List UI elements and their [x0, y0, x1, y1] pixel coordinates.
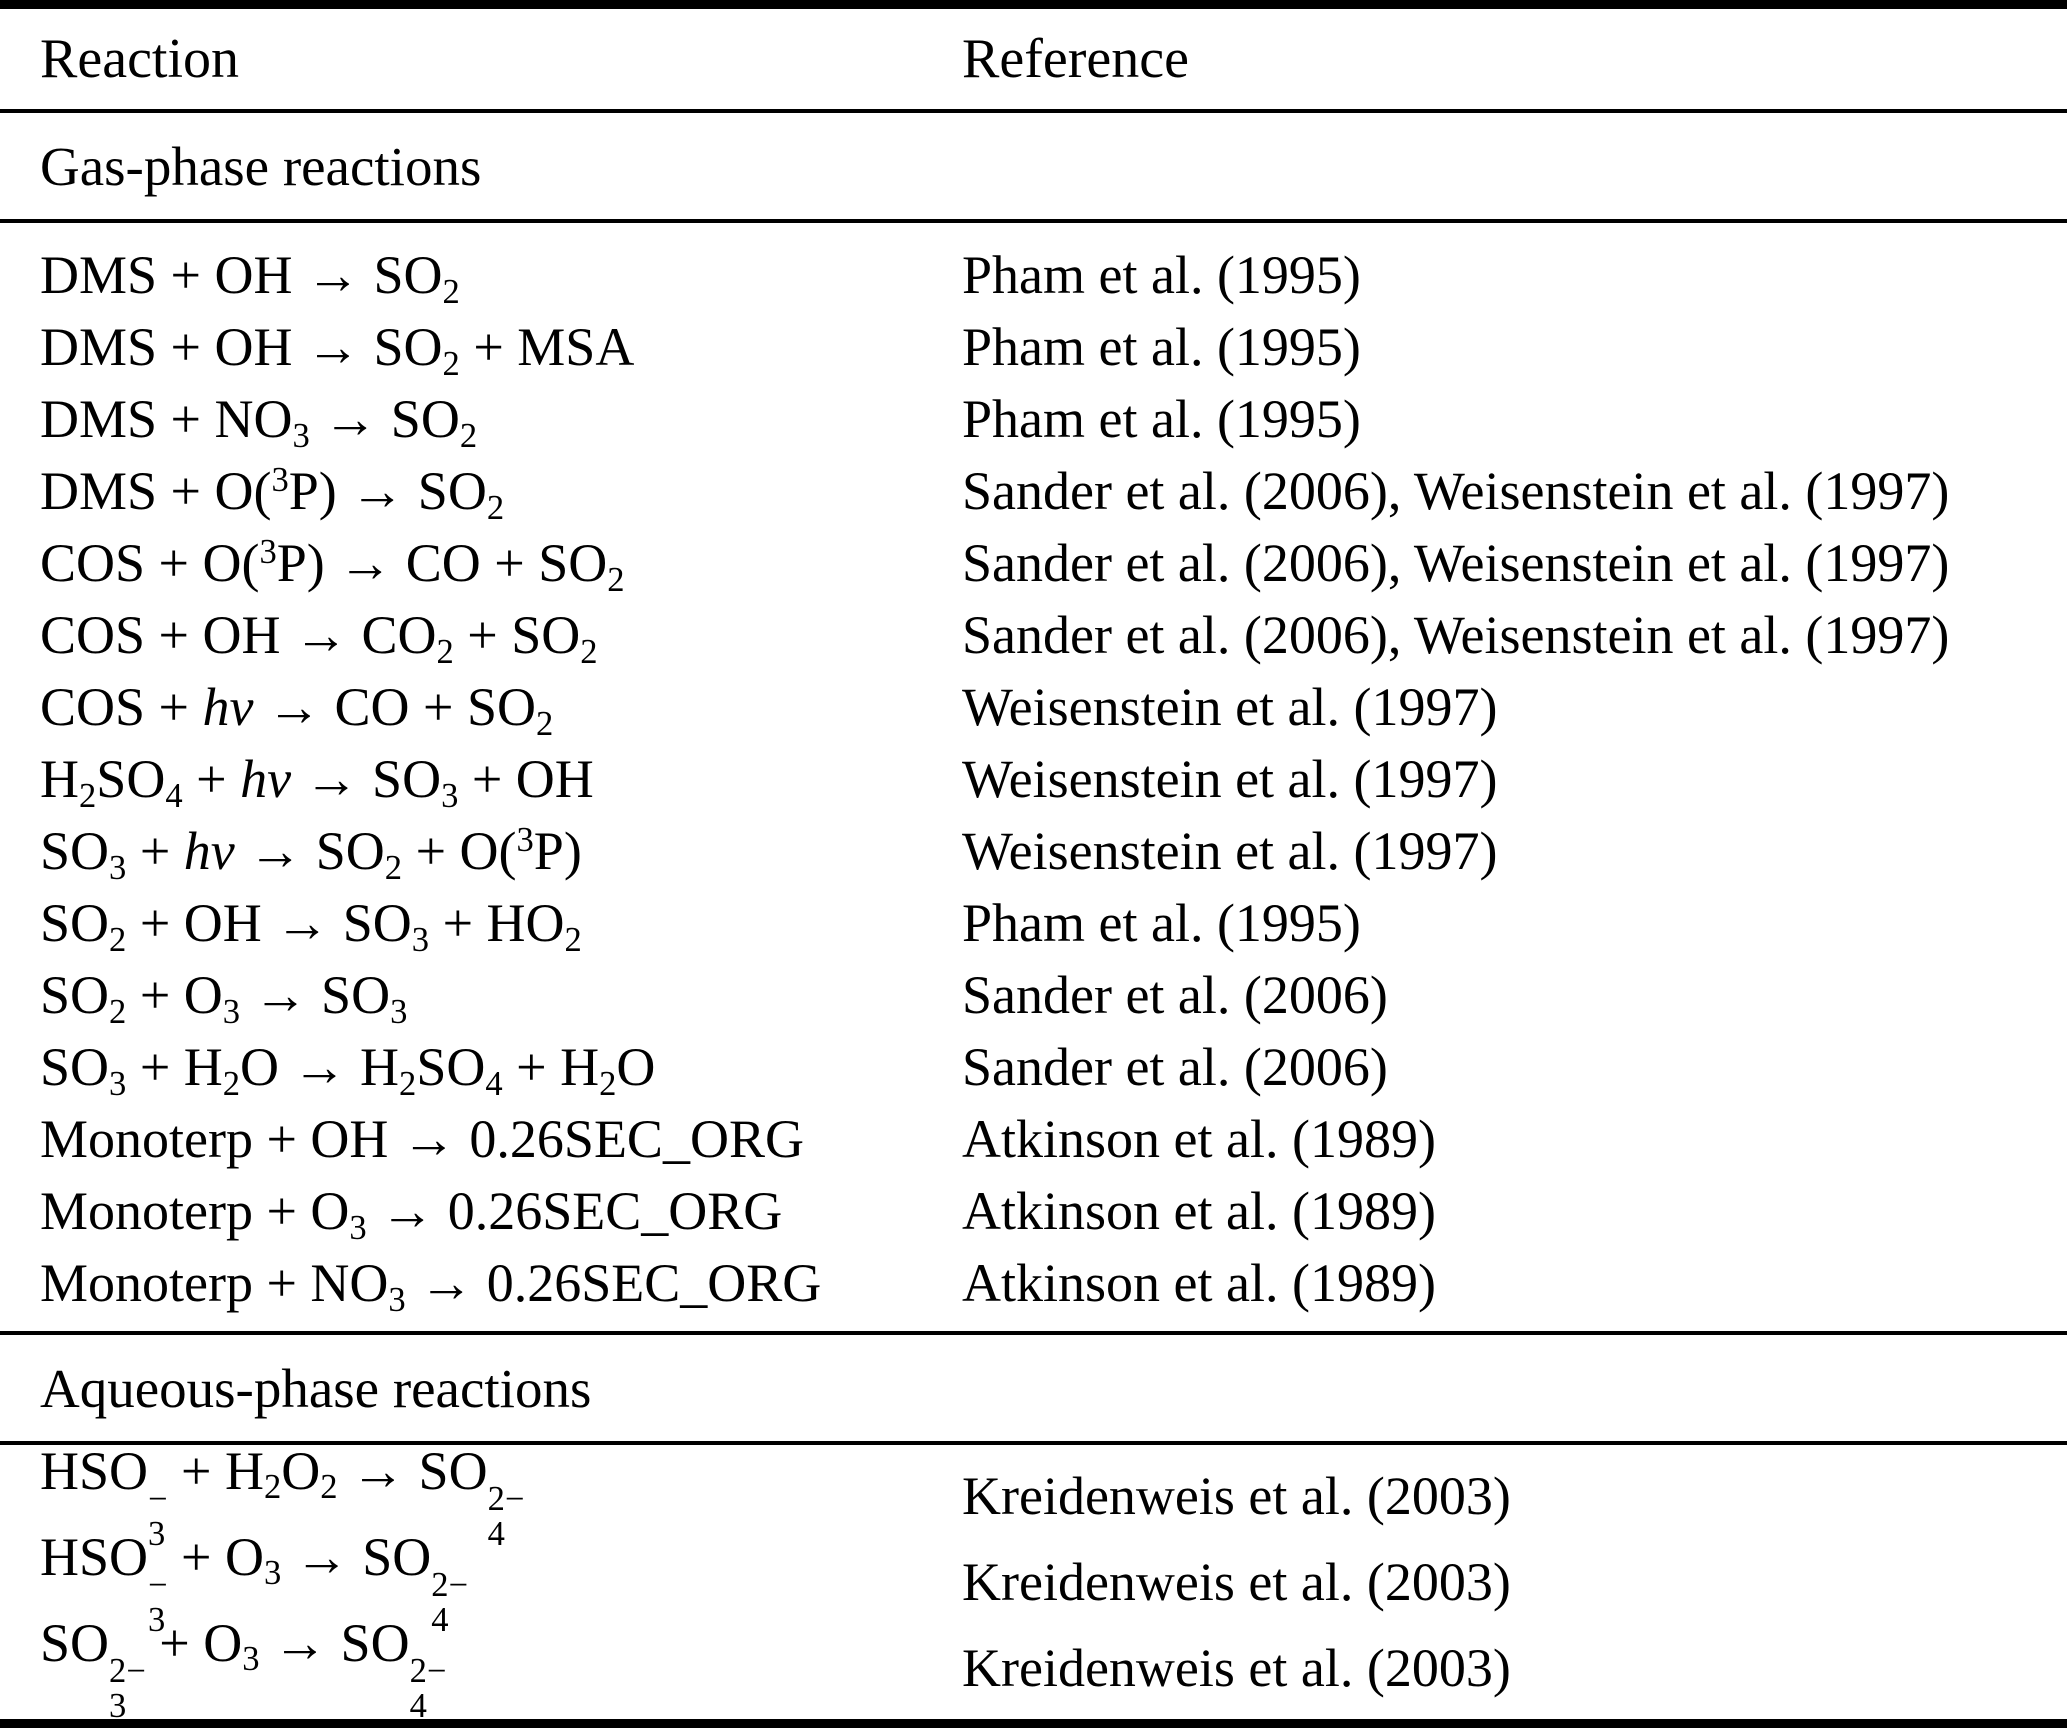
reference-cell: Atkinson et al. (1989) [962, 1109, 1436, 1169]
table-row: COS + OH → CO2 + SO2 Sander et al. (2006)… [0, 599, 2067, 671]
gas-section-bottom-rule [0, 1331, 2067, 1335]
section-title-aqueous-phase: Aqueous-phase reactions [40, 1357, 592, 1419]
table-header-row: Reaction Reference [0, 9, 2067, 109]
reference-cell: Pham et al. (1995) [962, 317, 1361, 377]
table-row: Monoterp + OH → 0.26SEC_ORG Atkinson et a… [0, 1103, 2067, 1175]
reaction-cell: DMS + OH → SO2 + MSA [40, 317, 635, 383]
ion-charge-stack: 2− 4 [409, 1651, 447, 1726]
reference-cell: Pham et al. (1995) [962, 893, 1361, 953]
reference-cell: Sander et al. (2006) [962, 965, 1388, 1025]
gas-phase-rows: DMS + OH → SO2 Pham et al. (1995) DMS + OH… [0, 223, 2067, 1331]
reference-cell: Atkinson et al. (1989) [962, 1181, 1436, 1241]
column-header-reference: Reference [962, 28, 1189, 90]
table-row: SO2 + O3 → SO3 Sander et al. (2006) [0, 959, 2067, 1031]
ion-charge-stack: 2− 3 [109, 1651, 146, 1726]
ion-charge-stack: −3 [148, 1565, 168, 1640]
table-row: DMS + OH → SO2 Pham et al. (1995) [0, 239, 2067, 311]
table-row: SO 2− 3 + O3 → SO 2− 4 Kreidenweis et al. (20… [0, 1613, 2067, 1724]
ion-charge-stack: 2− 4 [431, 1565, 469, 1640]
column-header-reaction: Reaction [40, 28, 240, 90]
reference-cell: Sander et al. (2006), Weisenstein et al.… [962, 605, 1950, 665]
ion-charge-stack: 2− 4 [487, 1479, 525, 1554]
reference-cell: Kreidenweis et al. (2003) [962, 1552, 1511, 1612]
table-row: COS + O(3P) → CO + SO2 Sander et al. (200… [0, 527, 2067, 599]
reaction-cell: Monoterp + O3 → 0.26SEC_ORG [40, 1181, 783, 1247]
reaction-cell: HSO −3 + O3 → SO 2− 4 [40, 1526, 469, 1640]
reference-cell: Sander et al. (2006), Weisenstein et al.… [962, 461, 1950, 521]
top-rule [0, 0, 2067, 9]
bottom-rule [0, 1719, 2067, 1728]
reference-cell: Kreidenweis et al. (2003) [962, 1466, 1511, 1526]
reaction-cell: DMS + NO3 → SO2 [40, 389, 478, 455]
reaction-cell: DMS + OH → SO2 [40, 245, 460, 311]
reference-cell: Kreidenweis et al. (2003) [962, 1638, 1511, 1698]
aqueous-phase-rows: HSO −3 + H2O2 → SO 2− 4 Kreidenweis et al. (… [0, 1441, 2067, 1724]
reaction-cell: COS + O(3P) → CO + SO2 [40, 533, 625, 599]
ion-charge-stack: −3 [148, 1479, 168, 1554]
reference-cell: Weisenstein et al. (1997) [962, 749, 1498, 809]
reaction-cell: Monoterp + NO3 → 0.26SEC_ORG [40, 1253, 822, 1319]
table-row: HSO −3 + O3 → SO 2− 4 Kreidenweis et al. (20… [0, 1527, 2067, 1638]
section-title-gas-phase: Gas-phase reactions [40, 135, 482, 197]
table-row: DMS + O(3P) → SO2 Sander et al. (2006), W… [0, 455, 2067, 527]
table-row: COS + hv → CO + SO2 Weisenstein et al. (1… [0, 671, 2067, 743]
table-row: SO2 + OH → SO3 + HO2 Pham et al. (1995) [0, 887, 2067, 959]
reaction-cell: SO2 + O3 → SO3 [40, 965, 408, 1031]
reaction-cell: HSO −3 + H2O2 → SO 2− 4 [40, 1440, 525, 1554]
header-divider-rule [0, 109, 2067, 113]
reference-cell: Weisenstein et al. (1997) [962, 821, 1498, 881]
reaction-cell: DMS + O(3P) → SO2 [40, 461, 505, 527]
reference-cell: Pham et al. (1995) [962, 389, 1361, 449]
reaction-cell: SO2 + OH → SO3 + HO2 [40, 893, 582, 959]
reaction-cell: COS + OH → CO2 + SO2 [40, 605, 598, 671]
reference-cell: Weisenstein et al. (1997) [962, 677, 1498, 737]
gas-section-top-rule [0, 219, 2067, 223]
table-row: SO3 + H2O → H2SO4 + H2O Sander et al. (20… [0, 1031, 2067, 1103]
table-row: DMS + OH → SO2 + MSA Pham et al. (1995) [0, 311, 2067, 383]
reaction-cell: COS + hv → CO + SO2 [40, 677, 554, 743]
reaction-cell: SO3 + hv → SO2 + O(3P) [40, 821, 582, 887]
table-row: H2SO4 + hv → SO3 + OH Weisenstein et al. … [0, 743, 2067, 815]
reaction-cell: H2SO4 + hv → SO3 + OH [40, 749, 594, 815]
reaction-cell: SO3 + H2O → H2SO4 + H2O [40, 1037, 656, 1103]
reference-cell: Sander et al. (2006) [962, 1037, 1388, 1097]
reference-cell: Pham et al. (1995) [962, 245, 1361, 305]
table-row: SO3 + hv → SO2 + O(3P) Weisenstein et al.… [0, 815, 2067, 887]
aqueous-section-top-rule [0, 1441, 2067, 1445]
reference-cell: Sander et al. (2006), Weisenstein et al.… [962, 533, 1950, 593]
table-row: DMS + NO3 → SO2 Pham et al. (1995) [0, 383, 2067, 455]
table-row: HSO −3 + H2O2 → SO 2− 4 Kreidenweis et al. (… [0, 1441, 2067, 1552]
table-row: Monoterp + O3 → 0.26SEC_ORG Atkinson et a… [0, 1175, 2067, 1247]
table-row: Monoterp + NO3 → 0.26SEC_ORG Atkinson et … [0, 1247, 2067, 1319]
reaction-cell: SO 2− 3 + O3 → SO 2− 4 [40, 1612, 447, 1726]
reference-cell: Atkinson et al. (1989) [962, 1253, 1436, 1313]
reaction-cell: Monoterp + OH → 0.26SEC_ORG [40, 1109, 804, 1169]
